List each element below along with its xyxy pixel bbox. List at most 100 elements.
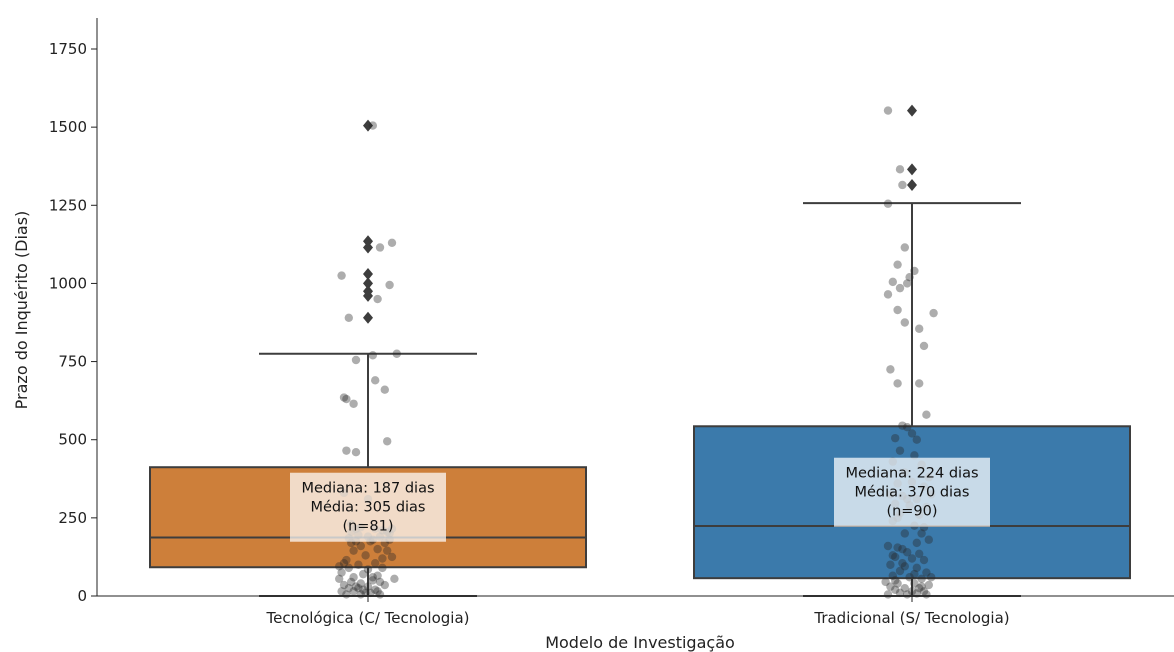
data-point	[356, 579, 365, 588]
data-point	[354, 560, 363, 569]
outlier-marker	[363, 285, 373, 298]
data-point	[895, 165, 905, 174]
y-axis-ticks: 0 250 500 750 1000 1250 1500 1750	[49, 40, 97, 605]
data-point	[919, 555, 929, 565]
data-point	[915, 379, 924, 388]
data-point	[888, 571, 897, 580]
data-point	[919, 341, 929, 351]
data-point	[893, 260, 902, 269]
data-point	[891, 585, 900, 594]
data-point	[387, 238, 397, 247]
data-point	[373, 587, 382, 596]
count-annotation: (n=90)	[886, 504, 937, 520]
data-point	[361, 588, 370, 598]
data-point	[883, 199, 893, 208]
outlier-marker	[363, 311, 373, 324]
outlier-marker	[363, 235, 373, 248]
data-point	[368, 573, 377, 582]
data-point	[898, 180, 907, 190]
box-group: Mediana: 187 dias Média: 305 dias (n=81)	[149, 119, 587, 599]
outlier-marker	[363, 277, 373, 290]
data-point	[385, 280, 394, 290]
data-point	[898, 421, 907, 430]
data-point	[349, 587, 358, 596]
data-point	[888, 277, 897, 287]
mean-annotation: Média: 305 dias	[310, 500, 425, 516]
data-point	[375, 590, 385, 599]
data-point	[883, 590, 893, 599]
data-point	[881, 577, 890, 587]
data-point	[919, 587, 929, 596]
data-point	[910, 451, 919, 460]
data-point	[915, 324, 924, 333]
data-point	[905, 573, 914, 582]
data-point	[337, 587, 346, 596]
data-point	[368, 351, 377, 360]
data-point	[392, 349, 401, 358]
y-tick-label: 250	[58, 509, 87, 527]
data-point	[900, 243, 909, 252]
annotation-box	[290, 472, 446, 542]
data-point	[893, 379, 902, 388]
outlier-marker	[907, 178, 917, 191]
data-point	[883, 541, 893, 551]
data-point	[359, 569, 368, 579]
data-point	[371, 558, 380, 568]
data-point	[342, 394, 351, 404]
data-point	[915, 583, 924, 593]
data-point	[373, 294, 382, 304]
data-point	[356, 590, 365, 599]
data-point	[339, 393, 349, 402]
data-point	[922, 568, 931, 577]
data-point	[361, 551, 370, 560]
data-point	[903, 548, 912, 557]
data-point	[893, 579, 902, 588]
data-point	[922, 590, 931, 599]
x-axis-ticks: Tecnológica (C/ Tecnologia) Tradicional (…	[265, 596, 1010, 627]
data-point	[912, 435, 921, 444]
data-point	[363, 582, 373, 591]
data-point	[917, 529, 926, 538]
data-point	[891, 552, 900, 562]
data-point	[342, 555, 351, 565]
data-point	[900, 529, 909, 538]
data-point	[344, 313, 353, 323]
data-point	[371, 585, 380, 594]
y-tick-label: 1500	[49, 118, 87, 136]
data-point	[917, 574, 926, 584]
data-point	[366, 588, 375, 598]
data-point	[910, 569, 919, 579]
data-point	[924, 580, 933, 590]
data-point	[907, 554, 917, 563]
data-point	[886, 582, 895, 591]
data-point	[891, 576, 900, 585]
x-axis-label: Modelo de Investigação	[545, 633, 735, 652]
data-point	[907, 587, 917, 596]
y-tick-label: 1000	[49, 274, 87, 292]
data-point	[895, 283, 905, 293]
data-point	[893, 543, 902, 552]
data-point	[883, 290, 893, 299]
data-point	[351, 582, 361, 591]
data-point	[351, 355, 361, 365]
data-point	[893, 305, 902, 315]
data-point	[927, 573, 936, 582]
data-point	[912, 563, 921, 573]
data-point	[375, 577, 385, 587]
data-point	[898, 558, 907, 568]
data-point	[335, 574, 344, 584]
data-point	[354, 583, 363, 593]
data-point	[368, 576, 377, 585]
data-point	[375, 243, 385, 252]
data-point	[342, 590, 351, 599]
data-point	[387, 552, 397, 562]
data-point	[891, 433, 900, 443]
data-point	[344, 583, 353, 593]
data-point	[349, 546, 358, 555]
y-tick-label: 0	[77, 587, 87, 605]
data-point	[344, 563, 353, 573]
data-point	[368, 121, 377, 130]
data-point	[380, 385, 389, 394]
outlier-marker	[907, 163, 917, 176]
